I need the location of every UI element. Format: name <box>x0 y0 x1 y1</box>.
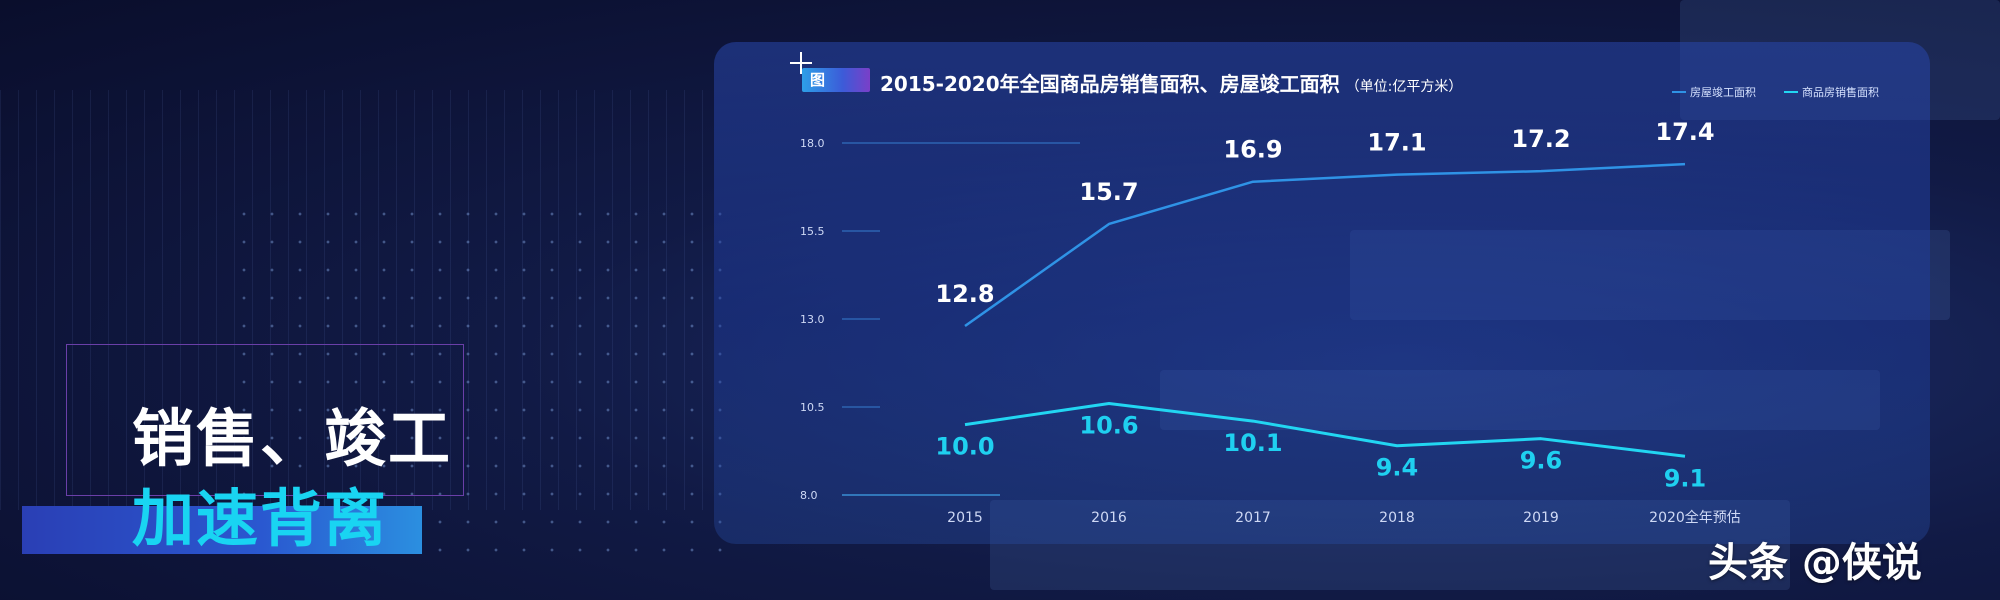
crosshair-icon <box>790 52 812 74</box>
data-label-completed: 17.4 <box>1655 118 1714 146</box>
legend-label-sales: 商品房销售面积 <box>1802 86 1879 99</box>
data-label-completed: 12.8 <box>935 280 994 308</box>
series-line-sales <box>964 401 1686 458</box>
headline-line-2: 加速背离 <box>132 482 389 555</box>
background-dot-pattern <box>230 200 730 560</box>
y-tick-label: 8.0 <box>800 489 818 502</box>
x-tick-label: 2018 <box>1379 510 1415 526</box>
headline-frame <box>66 344 464 496</box>
x-tick-label: 2015 <box>947 510 983 526</box>
x-tick-label: 2016 <box>1091 510 1127 526</box>
chart-legend: 房屋竣工面积 商品房销售面积 <box>1672 84 1879 100</box>
chart-unit: （单位:亿平方米） <box>1345 79 1463 95</box>
legend-swatch-sales <box>1784 91 1798 93</box>
data-label-sales: 10.1 <box>1223 429 1282 457</box>
legend-label-completed: 房屋竣工面积 <box>1690 86 1756 99</box>
chart-panel <box>714 42 1930 544</box>
x-tick-label: 2017 <box>1235 510 1271 526</box>
data-label-sales: 10.0 <box>935 433 994 461</box>
series-line-completed <box>964 162 1686 328</box>
y-tick-label: 13.0 <box>800 313 825 326</box>
chart-title-text: 2015-2020年全国商品房销售面积、房屋竣工面积 <box>880 72 1340 96</box>
data-label-completed: 17.2 <box>1511 125 1570 153</box>
x-tick-label: 2019 <box>1523 510 1559 526</box>
background-grid-lines <box>0 90 720 510</box>
data-label-sales: 9.1 <box>1664 464 1707 492</box>
figure-tag: 图 <box>802 68 870 92</box>
headline-accent-bar <box>22 506 422 554</box>
x-tick-label: 2020全年预估 <box>1649 509 1741 526</box>
y-tick-label: 18.0 <box>800 137 825 150</box>
legend-swatch-completed <box>1672 91 1686 93</box>
data-label-sales: 9.4 <box>1376 454 1419 482</box>
y-tick-label: 15.5 <box>800 225 825 238</box>
legend-item-sales: 商品房销售面积 <box>1784 84 1879 100</box>
headline-line-1: 销售、竣工 <box>132 402 453 475</box>
watermark: 头条 @侠说 <box>1708 540 1922 586</box>
data-label-sales: 10.6 <box>1079 411 1138 439</box>
data-label-completed: 15.7 <box>1079 178 1138 206</box>
data-label-completed: 17.1 <box>1367 129 1426 157</box>
legend-item-completed: 房屋竣工面积 <box>1672 84 1756 100</box>
data-label-sales: 9.6 <box>1520 447 1563 475</box>
chart-title: 2015-2020年全国商品房销售面积、房屋竣工面积 （单位:亿平方米） <box>880 68 1462 97</box>
y-tick-label: 10.5 <box>800 401 825 414</box>
data-label-completed: 16.9 <box>1223 136 1282 164</box>
